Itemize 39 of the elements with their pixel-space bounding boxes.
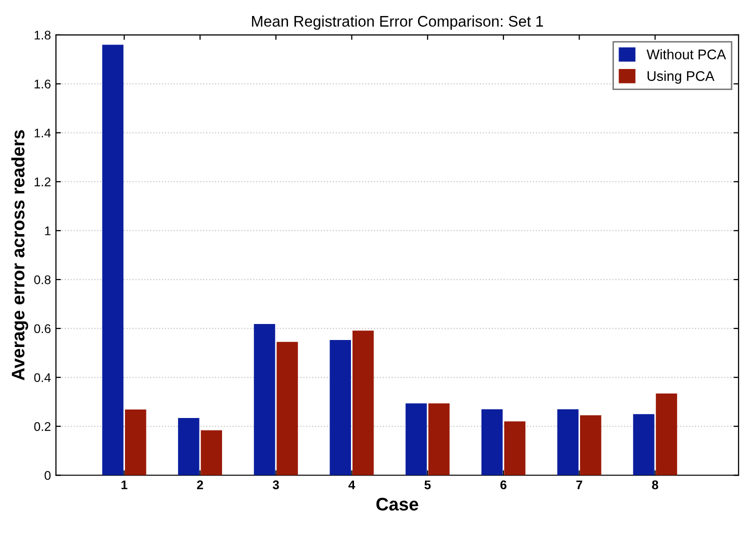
bar <box>276 342 298 476</box>
x-axis-title: Case <box>376 498 418 511</box>
bar <box>178 418 200 476</box>
y-tick-label: 1.6 <box>34 80 51 88</box>
x-tick-label: 6 <box>500 480 506 490</box>
legend-label: Without PCA <box>646 49 726 60</box>
x-tick-label: 8 <box>652 480 658 490</box>
y-tick-label: 0.8 <box>34 275 51 284</box>
y-tick-label: 1.8 <box>34 30 51 40</box>
x-tick-label: 7 <box>576 480 582 490</box>
bar <box>352 330 374 476</box>
bar <box>124 409 146 476</box>
bar <box>406 403 427 476</box>
y-tick-label: 0.6 <box>34 324 51 334</box>
bar <box>504 421 526 476</box>
y-tick-label: 0 <box>44 471 51 480</box>
y-tick-label: 0.2 <box>34 422 50 431</box>
bar <box>102 44 124 476</box>
bar <box>254 324 276 476</box>
bar <box>428 403 450 476</box>
x-tick-label: 3 <box>272 480 279 490</box>
bar <box>557 409 579 476</box>
y-tick-label: 1.4 <box>34 128 51 138</box>
y-tick-label: 1.2 <box>34 177 50 186</box>
x-tick-label: 4 <box>348 480 356 490</box>
y-tick-label: 0.4 <box>34 373 51 382</box>
bar <box>633 414 654 476</box>
y-tick-label: 1 <box>45 226 50 236</box>
x-tick-label: 5 <box>424 480 431 490</box>
bar <box>656 394 678 476</box>
x-tick-label: 1 <box>122 480 128 490</box>
bar <box>481 409 503 476</box>
bar <box>200 430 222 476</box>
bar <box>330 340 351 476</box>
legend-label: Using PCA <box>648 70 714 84</box>
bar <box>580 415 602 476</box>
chart-title: Mean Registration Error Comparison: Set 1 <box>252 16 543 30</box>
y-axis-title: Average error across readers <box>11 130 28 380</box>
x-tick-label: 2 <box>197 480 204 490</box>
